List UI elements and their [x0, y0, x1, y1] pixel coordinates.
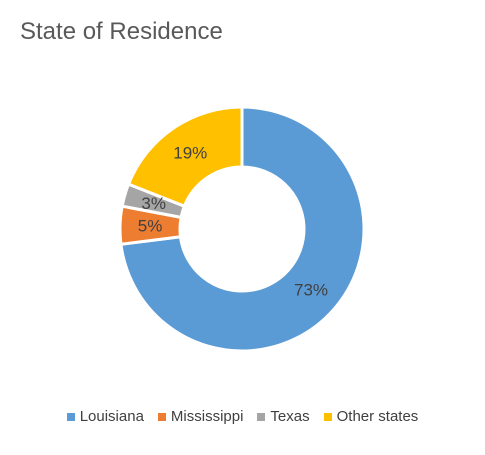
legend-label-mississippi: Mississippi: [170, 408, 244, 425]
chart-legend: Louisiana Mississippi Texas Other states: [0, 408, 485, 425]
chart-title: State of Residence: [20, 18, 223, 45]
legend-label-louisiana: Louisiana: [79, 408, 144, 425]
labels-layer: 73% 5% 3% 19%: [138, 143, 328, 299]
data-label-other-states: 19%: [173, 143, 207, 162]
legend-item-mississippi: Mississippi: [157, 408, 244, 425]
legend-item-texas: Texas: [257, 408, 310, 425]
data-label-texas: 3%: [141, 194, 166, 213]
data-label-louisiana: 73%: [294, 280, 328, 299]
slice-louisiana: [119, 105, 366, 353]
legend-item-louisiana: Louisiana: [66, 408, 144, 425]
legend-item-other-states: Other states: [323, 408, 419, 425]
slices-layer: [118, 105, 366, 353]
legend-swatch-texas: [257, 412, 266, 421]
legend-label-other-states: Other states: [336, 408, 419, 425]
legend-swatch-louisiana: [66, 412, 75, 421]
legend-swatch-other-states: [323, 412, 332, 421]
slice-other-states: [126, 105, 244, 209]
legend-label-texas: Texas: [270, 408, 310, 425]
data-label-mississippi: 5%: [138, 217, 163, 236]
legend-swatch-mississippi: [157, 412, 166, 421]
